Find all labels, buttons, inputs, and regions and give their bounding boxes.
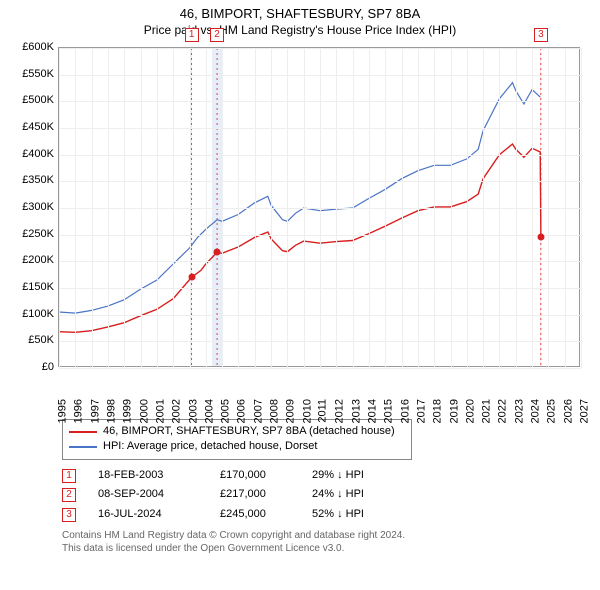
event-date: 08-SEP-2004 [98, 485, 198, 505]
y-tick-label: £250K [10, 228, 54, 240]
chart-title: 46, BIMPORT, SHAFTESBURY, SP7 8BA [10, 6, 590, 23]
chart-subtitle: Price paid vs. HM Land Registry's House … [10, 23, 590, 37]
x-tick-label: 2022 [497, 399, 509, 423]
y-tick-label: £400K [10, 148, 54, 160]
event-price: £170,000 [220, 466, 290, 486]
x-tick-label: 2026 [562, 399, 574, 423]
x-tick-label: 2014 [366, 399, 378, 423]
event-row: 1 18-FEB-2003 £170,000 29% ↓ HPI [62, 466, 590, 486]
x-tick-label: 2009 [285, 399, 297, 423]
legend-swatch [69, 446, 97, 448]
event-delta: 29% ↓ HPI [312, 466, 402, 486]
x-tick-label: 2001 [154, 399, 166, 423]
chart-container: 46, BIMPORT, SHAFTESBURY, SP7 8BA Price … [0, 0, 600, 563]
x-tick-label: 2020 [464, 399, 476, 423]
y-tick-label: £150K [10, 281, 54, 293]
x-tick-label: 2008 [269, 399, 281, 423]
x-tick-label: 2025 [546, 399, 558, 423]
x-tick-label: 2012 [334, 399, 346, 423]
y-tick-label: £50K [10, 334, 54, 346]
x-tick-label: 2016 [399, 399, 411, 423]
x-tick-label: 2018 [432, 399, 444, 423]
x-tick-label: 2010 [301, 399, 313, 423]
x-tick-label: 2023 [513, 399, 525, 423]
y-tick-label: £450K [10, 121, 54, 133]
event-dot [537, 234, 544, 241]
x-tick-label: 2019 [448, 399, 460, 423]
event-row: 3 16-JUL-2024 £245,000 52% ↓ HPI [62, 505, 590, 525]
event-date: 18-FEB-2003 [98, 466, 198, 486]
x-tick-label: 2021 [481, 399, 493, 423]
legend-swatch [69, 431, 97, 433]
series-hpi [59, 83, 540, 313]
legend-label: HPI: Average price, detached house, Dors… [103, 439, 317, 454]
legend-label: 46, BIMPORT, SHAFTESBURY, SP7 8BA (detac… [103, 424, 395, 439]
event-price: £245,000 [220, 505, 290, 525]
event-number-box: 2 [62, 488, 76, 502]
x-tick-label: 2006 [236, 399, 248, 423]
legend-box: 46, BIMPORT, SHAFTESBURY, SP7 8BA (detac… [62, 419, 412, 460]
y-tick-label: £100K [10, 308, 54, 320]
x-tick-label: 2002 [171, 399, 183, 423]
y-tick-label: £300K [10, 201, 54, 213]
x-tick-label: 2004 [203, 399, 215, 423]
x-tick-label: 1999 [122, 399, 134, 423]
x-tick-label: 1996 [73, 399, 85, 423]
events-table: 1 18-FEB-2003 £170,000 29% ↓ HPI 2 08-SEP-200… [62, 466, 590, 525]
event-number-box: 3 [62, 508, 76, 522]
event-row: 2 08-SEP-2004 £217,000 24% ↓ HPI [62, 485, 590, 505]
event-date: 16-JUL-2024 [98, 505, 198, 525]
event-dot [214, 249, 221, 256]
x-tick-label: 2011 [317, 399, 329, 423]
x-tick-label: 2005 [220, 399, 232, 423]
y-tick-label: £550K [10, 68, 54, 80]
event-number-box: 1 [62, 469, 76, 483]
event-marker-box: 1 [185, 28, 199, 42]
x-tick-label: 1998 [105, 399, 117, 423]
plot-area: 123 [58, 47, 580, 367]
y-tick-label: £600K [10, 41, 54, 53]
x-tick-label: 2017 [415, 399, 427, 423]
event-price: £217,000 [220, 485, 290, 505]
x-tick-label: 1995 [56, 399, 68, 423]
y-tick-label: £350K [10, 174, 54, 186]
footer-attribution: Contains HM Land Registry data © Crown c… [62, 529, 590, 555]
footer-line: This data is licensed under the Open Gov… [62, 542, 590, 555]
event-marker-box: 3 [534, 28, 548, 42]
series-price-paid [59, 144, 541, 332]
event-marker-box: 2 [210, 28, 224, 42]
footer-line: Contains HM Land Registry data © Crown c… [62, 529, 590, 542]
x-tick-label: 2013 [350, 399, 362, 423]
y-tick-label: £200K [10, 254, 54, 266]
y-tick-label: £0 [10, 361, 54, 373]
x-tick-label: 2007 [252, 399, 264, 423]
chart-lines [59, 48, 579, 366]
x-tick-label: 2000 [138, 399, 150, 423]
legend-row: 46, BIMPORT, SHAFTESBURY, SP7 8BA (detac… [69, 424, 405, 439]
legend-row: HPI: Average price, detached house, Dors… [69, 439, 405, 454]
event-dot [188, 274, 195, 281]
x-tick-label: 1997 [89, 399, 101, 423]
x-tick-label: 2003 [187, 399, 199, 423]
chart-area: £0 £50K £100K £150K £200K £250K £300K £350K £400… [10, 43, 590, 413]
y-tick-label: £500K [10, 94, 54, 106]
x-tick-label: 2027 [578, 399, 590, 423]
event-delta: 24% ↓ HPI [312, 485, 402, 505]
event-delta: 52% ↓ HPI [312, 505, 402, 525]
x-tick-label: 2015 [383, 399, 395, 423]
x-tick-label: 2024 [530, 399, 542, 423]
